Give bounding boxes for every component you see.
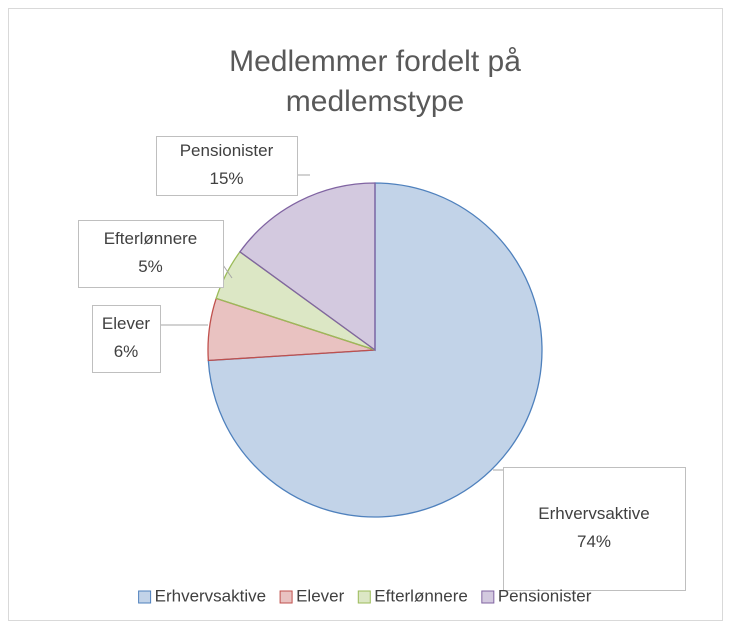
data-label-value: 74% [577, 532, 611, 551]
chart-title: Medlemmer fordelt på medlemstype [229, 45, 521, 118]
data-label-name: Efterlønnere [104, 229, 198, 248]
data-label-name: Pensionister [180, 141, 274, 160]
data-label-box [156, 136, 298, 196]
legend-swatch [138, 590, 152, 604]
legend-label: Efterlønnere [374, 586, 468, 605]
data-label-value: 15% [209, 169, 243, 188]
data-label-box [92, 305, 161, 373]
legend-swatch [481, 590, 495, 604]
legend-label: Pensionister [498, 586, 592, 605]
data-label-value: 6% [114, 342, 139, 361]
legend-label: Elever [296, 586, 345, 605]
data-label-value: 5% [138, 257, 163, 276]
legend-label: Erhvervsaktive [155, 586, 266, 605]
data-label-name: Erhvervsaktive [538, 504, 649, 523]
legend-swatch [357, 590, 371, 604]
data-label-box [503, 467, 686, 591]
leader-line [222, 264, 233, 279]
legend-swatch [279, 590, 293, 604]
data-label-name: Elever [102, 314, 151, 333]
data-label-box [78, 220, 224, 288]
pie-slice [238, 182, 376, 352]
